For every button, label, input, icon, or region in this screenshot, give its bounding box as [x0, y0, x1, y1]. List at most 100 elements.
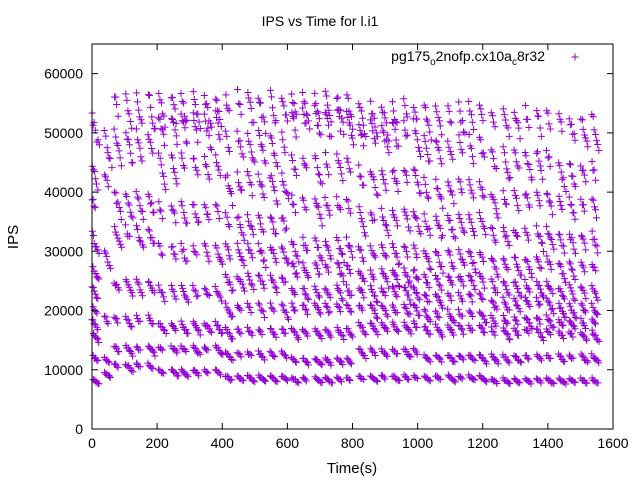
- data-point: [105, 372, 113, 380]
- data-point: [89, 284, 97, 292]
- data-point: [402, 271, 410, 279]
- data-point: [414, 181, 422, 189]
- data-point: [410, 165, 418, 173]
- data-point: [226, 281, 234, 289]
- data-point: [478, 274, 486, 282]
- data-point: [524, 257, 532, 265]
- data-point: [547, 202, 555, 210]
- data-point: [255, 301, 263, 309]
- data-point: [346, 209, 354, 217]
- data-point: [205, 175, 213, 183]
- data-point: [569, 354, 577, 362]
- data-point: [247, 309, 255, 317]
- data-point: [371, 183, 379, 191]
- data-point: [422, 253, 430, 261]
- data-point: [524, 115, 532, 123]
- data-point: [325, 309, 333, 317]
- data-point: [487, 109, 495, 117]
- data-point: [401, 208, 409, 216]
- data-point: [290, 328, 298, 336]
- data-point: [560, 183, 568, 191]
- data-point: [294, 334, 302, 342]
- data-point: [238, 376, 246, 384]
- data-point: [469, 312, 477, 320]
- data-point: [492, 355, 500, 363]
- data-point: [392, 136, 400, 144]
- data-point: [536, 124, 544, 132]
- data-point: [136, 202, 144, 210]
- data-point: [240, 261, 248, 269]
- data-point: [373, 377, 381, 385]
- data-point: [318, 335, 326, 343]
- data-point: [493, 305, 501, 313]
- data-point: [544, 230, 552, 238]
- data-point: [316, 178, 324, 186]
- data-point: [205, 216, 213, 224]
- data-point: [311, 282, 319, 290]
- data-point: [292, 209, 300, 217]
- data-point: [229, 356, 237, 364]
- data-point: [216, 135, 224, 143]
- data-point: [338, 249, 346, 257]
- data-point: [102, 249, 110, 257]
- data-point: [244, 211, 252, 219]
- data-point: [400, 167, 408, 175]
- data-point: [304, 272, 312, 280]
- data-point: [420, 306, 428, 314]
- data-point: [204, 346, 212, 354]
- data-point: [192, 287, 200, 295]
- data-point: [295, 335, 303, 343]
- data-point: [426, 358, 434, 366]
- data-point: [343, 233, 351, 241]
- data-point: [537, 333, 545, 341]
- data-point: [457, 218, 465, 226]
- data-point: [148, 144, 156, 152]
- data-point: [439, 269, 447, 277]
- data-point: [358, 306, 366, 314]
- data-point: [526, 303, 534, 311]
- data-point: [291, 247, 299, 255]
- data-point: [95, 250, 103, 258]
- data-point: [402, 287, 410, 295]
- data-point: [147, 103, 155, 111]
- data-point: [425, 194, 433, 202]
- x-tick-label: 400: [211, 435, 235, 451]
- data-point: [568, 354, 576, 362]
- data-point: [421, 273, 429, 281]
- data-point: [459, 312, 467, 320]
- data-point: [288, 90, 296, 98]
- data-point: [117, 207, 125, 215]
- data-point: [511, 278, 519, 286]
- data-point: [342, 196, 350, 204]
- data-point: [383, 278, 391, 286]
- data-point: [494, 273, 502, 281]
- data-point: [317, 214, 325, 222]
- data-point: [350, 141, 358, 149]
- data-point: [104, 358, 112, 366]
- data-point: [425, 298, 433, 306]
- data-point: [245, 217, 253, 225]
- data-point: [470, 282, 478, 290]
- data-point: [260, 281, 268, 289]
- data-point: [267, 325, 275, 333]
- data-point: [465, 211, 473, 219]
- data-point: [579, 263, 587, 271]
- data-point: [491, 199, 499, 207]
- data-point: [123, 315, 131, 323]
- data-point: [560, 242, 568, 250]
- data-point: [491, 284, 499, 292]
- data-point: [560, 358, 568, 366]
- data-point: [155, 149, 163, 157]
- data-point: [182, 117, 190, 125]
- data-point: [457, 118, 465, 126]
- data-point: [271, 283, 279, 291]
- data-point: [383, 352, 391, 360]
- data-point: [299, 89, 307, 97]
- data-point: [344, 158, 352, 166]
- data-point: [393, 119, 401, 127]
- data-point: [303, 294, 311, 302]
- data-point: [571, 378, 579, 386]
- data-point: [406, 227, 414, 235]
- data-point: [178, 154, 186, 162]
- data-point: [583, 137, 591, 145]
